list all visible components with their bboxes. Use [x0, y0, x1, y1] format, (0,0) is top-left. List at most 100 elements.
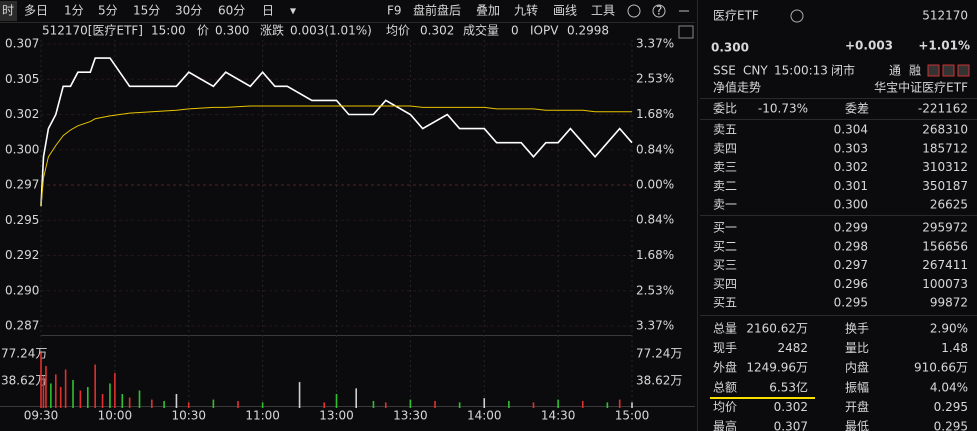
info-icon[interactable] [790, 9, 804, 23]
book-volume: 267411 [922, 258, 968, 272]
volume-bar [355, 388, 357, 408]
book-label: 卖一 [713, 198, 737, 212]
volume-bar [79, 390, 82, 408]
y2-tick-label: 2.53% [636, 72, 674, 86]
tool-button[interactable]: F9 [387, 4, 402, 18]
volume-bar [409, 399, 412, 408]
volume-bar [72, 379, 74, 408]
volume-bar [50, 383, 52, 408]
tool-button[interactable]: 叠加 [476, 4, 500, 18]
info-item: 0.302 [420, 24, 454, 38]
period-tab[interactable]: 15分 [133, 4, 160, 18]
volume-bar [557, 399, 559, 408]
y2-tick-label: 3.37% [636, 37, 674, 51]
stat-label: 振幅 [845, 379, 869, 394]
x-tick-label: 11:00 [245, 409, 280, 423]
vol-tick-label-right: 77.24万 [636, 346, 682, 360]
tool-icon[interactable] [957, 64, 970, 77]
y2-tick-label: 1.68% [636, 248, 674, 262]
volume-bar [128, 397, 131, 408]
quote-badge[interactable]: 通 [889, 64, 901, 78]
tool-button[interactable]: 画线 [553, 4, 577, 18]
tool-icon[interactable] [942, 64, 955, 77]
y2-tick-label: 2.53% [636, 283, 674, 297]
book-price: 0.296 [834, 277, 868, 291]
tool-button[interactable]: 工具 [591, 4, 615, 18]
period-tab[interactable]: 5分 [98, 4, 118, 18]
security-name: 医疗ETF [713, 9, 759, 23]
ratio-label: 委比 [713, 102, 737, 116]
y2-tick-label: 0.84% [636, 213, 674, 227]
stat-value: 2160.62万 [746, 322, 808, 336]
quote-meta: 闭市 [831, 63, 855, 78]
info-item: 涨跌 [260, 23, 284, 38]
book-label: 卖二 [713, 179, 737, 193]
period-tab[interactable]: 1分 [64, 4, 84, 18]
y2-tick-label: 0.00% [636, 178, 674, 192]
quote-badge[interactable]: 融 [909, 64, 921, 78]
book-label: 买五 [713, 296, 737, 310]
stat-value: 4.04% [930, 380, 968, 394]
ratio-value: -221162 [918, 102, 968, 116]
volume-bar [109, 383, 111, 408]
volume-bar [483, 398, 486, 408]
tool-button[interactable]: 盘前盘后 [413, 3, 461, 18]
period-tab[interactable]: 多日 [24, 4, 48, 18]
stat-value: 0.295 [934, 400, 968, 414]
stat-label: 内盘 [845, 360, 869, 375]
stat-value: 2482 [777, 341, 808, 355]
period-tab[interactable]: 日 [262, 4, 274, 18]
y-tick-label: 0.305 [5, 72, 39, 86]
price-line [40, 57, 633, 207]
y-tick-label: 0.300 [5, 142, 39, 156]
book-price: 0.300 [834, 198, 868, 212]
y-tick-label: 0.297 [5, 178, 39, 192]
quote-meta: SSE [713, 64, 736, 78]
book-volume: 99872 [930, 296, 968, 310]
settings-icon[interactable] [627, 4, 641, 18]
info-item: 0.300 [215, 24, 249, 38]
nav-label[interactable]: 净值走势 [713, 80, 761, 95]
tool-icon[interactable] [927, 64, 940, 77]
book-price: 0.298 [834, 239, 868, 253]
period-tab[interactable]: 时 [2, 4, 14, 18]
stat-label: 开盘 [845, 399, 869, 414]
period-tab[interactable]: 60分 [218, 4, 245, 18]
book-volume: 156656 [922, 239, 968, 253]
volume-bar [121, 393, 124, 408]
price-line [40, 105, 632, 207]
volume-bar [101, 393, 104, 408]
book-price: 0.304 [834, 123, 868, 137]
y-tick-label: 0.307 [5, 37, 39, 51]
vol-tick-label: 38.62万 [1, 373, 47, 387]
x-tick-label: 13:00 [319, 409, 354, 423]
price-change-pct: +1.01% [918, 39, 970, 53]
info-item: 15:00 [151, 24, 186, 38]
stat-label: 最高 [713, 419, 737, 431]
stat-value: 910.66万 [914, 361, 968, 375]
x-tick-label: 10:00 [98, 409, 133, 423]
book-volume: 268310 [922, 123, 968, 137]
stat-label: 现手 [713, 341, 737, 355]
x-tick-label: 15:00 [615, 409, 650, 423]
book-price: 0.301 [834, 179, 868, 193]
info-item: 0.003(1.01%) [290, 24, 372, 38]
y2-tick-label: 0.84% [636, 142, 674, 156]
period-tab[interactable]: 30分 [175, 4, 202, 18]
y-tick-label: 0.292 [5, 248, 39, 262]
quote-meta: CNY [743, 64, 768, 78]
volume-bar [323, 402, 325, 408]
x-tick-label: 14:30 [541, 409, 576, 423]
volume-bar [261, 402, 264, 408]
tab-dropdown[interactable]: ▾ [290, 4, 296, 18]
y-tick-label: 0.287 [5, 319, 39, 333]
stat-value: 0.307 [774, 420, 808, 431]
volume-bar [59, 386, 62, 408]
tool-button[interactable]: 九转 [514, 3, 538, 18]
volume-bar [212, 399, 215, 408]
stat-label: 换手 [845, 322, 869, 336]
book-label: 买二 [713, 239, 737, 253]
help-icon[interactable] [652, 4, 666, 18]
quote-meta: 15:00:13 [774, 64, 828, 78]
wp-icon[interactable] [678, 25, 694, 39]
